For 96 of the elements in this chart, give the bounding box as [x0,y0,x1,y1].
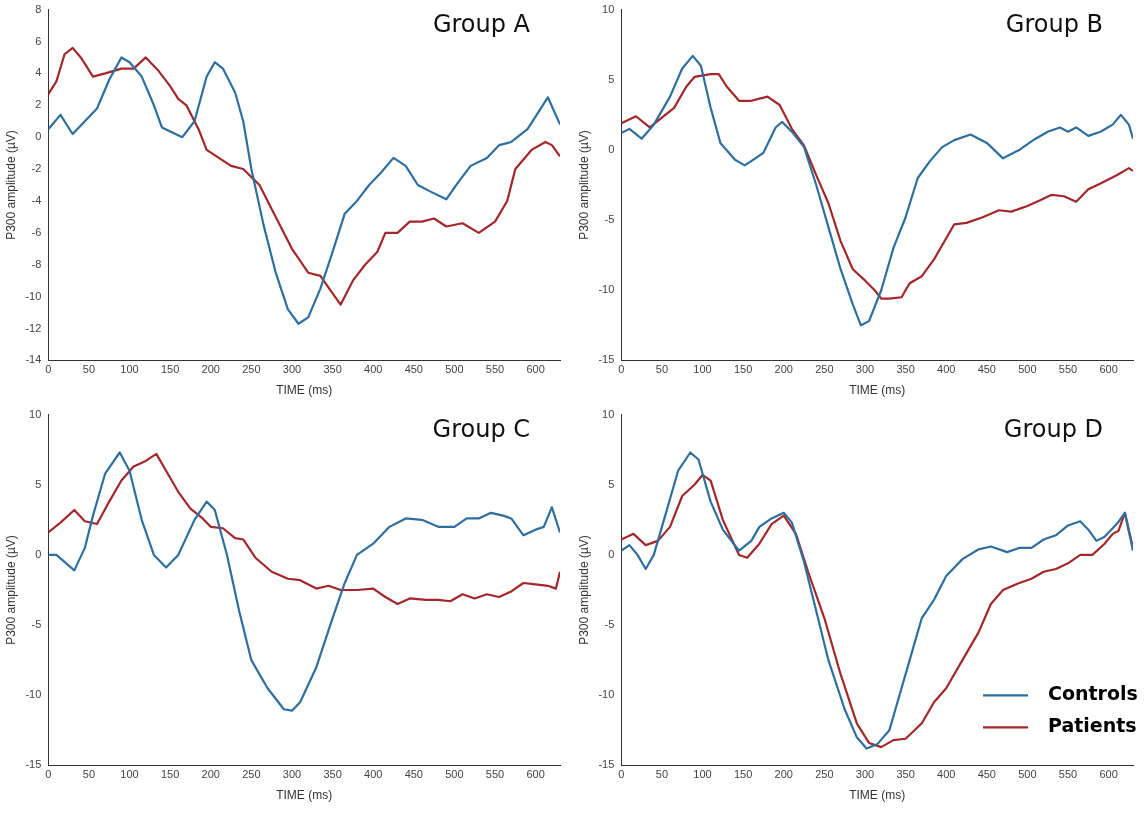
y-tick-label: 5 [608,477,615,490]
y-axis-title: P300 amplitude (µV) [576,130,591,240]
y-tick-label: -8 [31,257,42,270]
x-tick-label: 400 [937,363,956,376]
y-tick-label: 0 [35,130,42,143]
x-tick-label: 450 [404,363,423,376]
x-tick-label: 150 [733,768,753,781]
x-axis-title: TIME (ms) [276,788,333,803]
x-tick-label: 250 [242,363,261,376]
y-tick-label: -6 [31,225,42,238]
x-tick-label: 550 [485,768,505,781]
y-tick-label: 4 [35,66,42,79]
y-tick-label: 5 [35,477,42,490]
x-axis-title: TIME (ms) [276,383,333,398]
x-tick-label: 550 [485,363,505,376]
y-axis-title: P300 amplitude (µV) [3,130,18,240]
x-tick-label: 300 [282,363,302,376]
x-tick-label: 400 [937,768,956,781]
legend-label: Controls [1048,682,1138,705]
y-tick-label: -15 [598,353,615,366]
y-tick-label: -12 [25,321,42,334]
x-tick-label: 100 [120,363,139,376]
x-tick-label: 500 [1018,768,1037,781]
y-tick-label: -14 [25,353,42,366]
x-tick-label: 400 [364,768,383,781]
x-tick-label: 100 [693,363,712,376]
x-tick-label: 200 [201,768,220,781]
x-tick-label: 350 [896,363,915,376]
x-tick-label: 500 [445,768,464,781]
x-tick-label: 350 [323,768,342,781]
x-tick-label: 50 [82,363,96,376]
x-tick-label: 450 [977,363,996,376]
x-tick-label: 600 [1099,363,1118,376]
x-tick-label: 500 [445,363,464,376]
y-tick-label: 0 [608,142,615,155]
x-tick-label: 150 [733,363,753,376]
x-tick-label: 200 [201,363,220,376]
x-tick-label: 600 [526,768,545,781]
x-tick-label: 400 [364,363,383,376]
x-tick-label: 0 [45,768,52,781]
y-tick-label: 10 [29,407,42,420]
y-tick-label: 0 [35,547,42,560]
chart-title: Group B [1005,9,1103,38]
x-tick-label: 200 [774,768,793,781]
x-tick-label: 100 [120,768,139,781]
x-tick-label: 300 [855,363,875,376]
y-tick-label: -5 [31,618,42,631]
x-tick-label: 350 [323,363,342,376]
x-tick-label: 300 [282,768,302,781]
x-axis-title: TIME (ms) [849,383,906,398]
y-tick-label: -10 [25,688,42,701]
x-tick-label: 50 [82,768,96,781]
y-tick-label: 2 [35,98,42,111]
x-tick-label: 300 [855,768,875,781]
y-tick-label: -5 [604,618,615,631]
x-tick-label: 0 [618,768,625,781]
x-tick-label: 250 [242,768,261,781]
y-axis-title: P300 amplitude (µV) [3,535,18,645]
x-tick-label: 500 [1018,363,1037,376]
x-tick-label: 150 [160,768,180,781]
x-tick-label: 600 [526,363,545,376]
y-tick-label: 5 [608,72,615,85]
y-tick-label: -10 [598,283,615,296]
chart-title: Group C [432,414,530,443]
chart-title: Group D [1003,414,1103,443]
y-tick-label: 6 [35,34,42,47]
x-tick-label: 50 [655,768,669,781]
y-tick-label: 10 [602,2,615,15]
y-tick-label: 8 [35,2,42,15]
y-tick-label: 0 [608,547,615,560]
x-tick-label: 200 [774,363,793,376]
y-axis-title: P300 amplitude (µV) [576,535,591,645]
x-tick-label: 550 [1058,768,1078,781]
y-tick-label: -10 [25,289,42,302]
x-tick-label: 0 [45,363,52,376]
x-tick-label: 450 [404,768,423,781]
y-tick-label: -10 [598,688,615,701]
y-tick-label: -5 [604,213,615,226]
x-tick-label: 450 [977,768,996,781]
x-tick-label: 350 [896,768,915,781]
x-tick-label: 150 [160,363,180,376]
legend-label: Patients [1048,714,1137,737]
y-tick-label: 10 [602,407,615,420]
x-tick-label: 600 [1099,768,1118,781]
x-tick-label: 50 [655,363,669,376]
y-tick-label: -4 [31,193,42,206]
y-tick-label: -2 [31,162,42,175]
x-tick-label: 100 [693,768,712,781]
y-tick-label: -15 [598,758,615,771]
x-tick-label: 250 [815,363,834,376]
y-tick-label: -15 [25,758,42,771]
x-tick-label: 0 [618,363,625,376]
x-tick-label: 550 [1058,363,1078,376]
x-tick-label: 250 [815,768,834,781]
x-axis-title: TIME (ms) [849,788,906,803]
chart-title: Group A [432,9,531,38]
